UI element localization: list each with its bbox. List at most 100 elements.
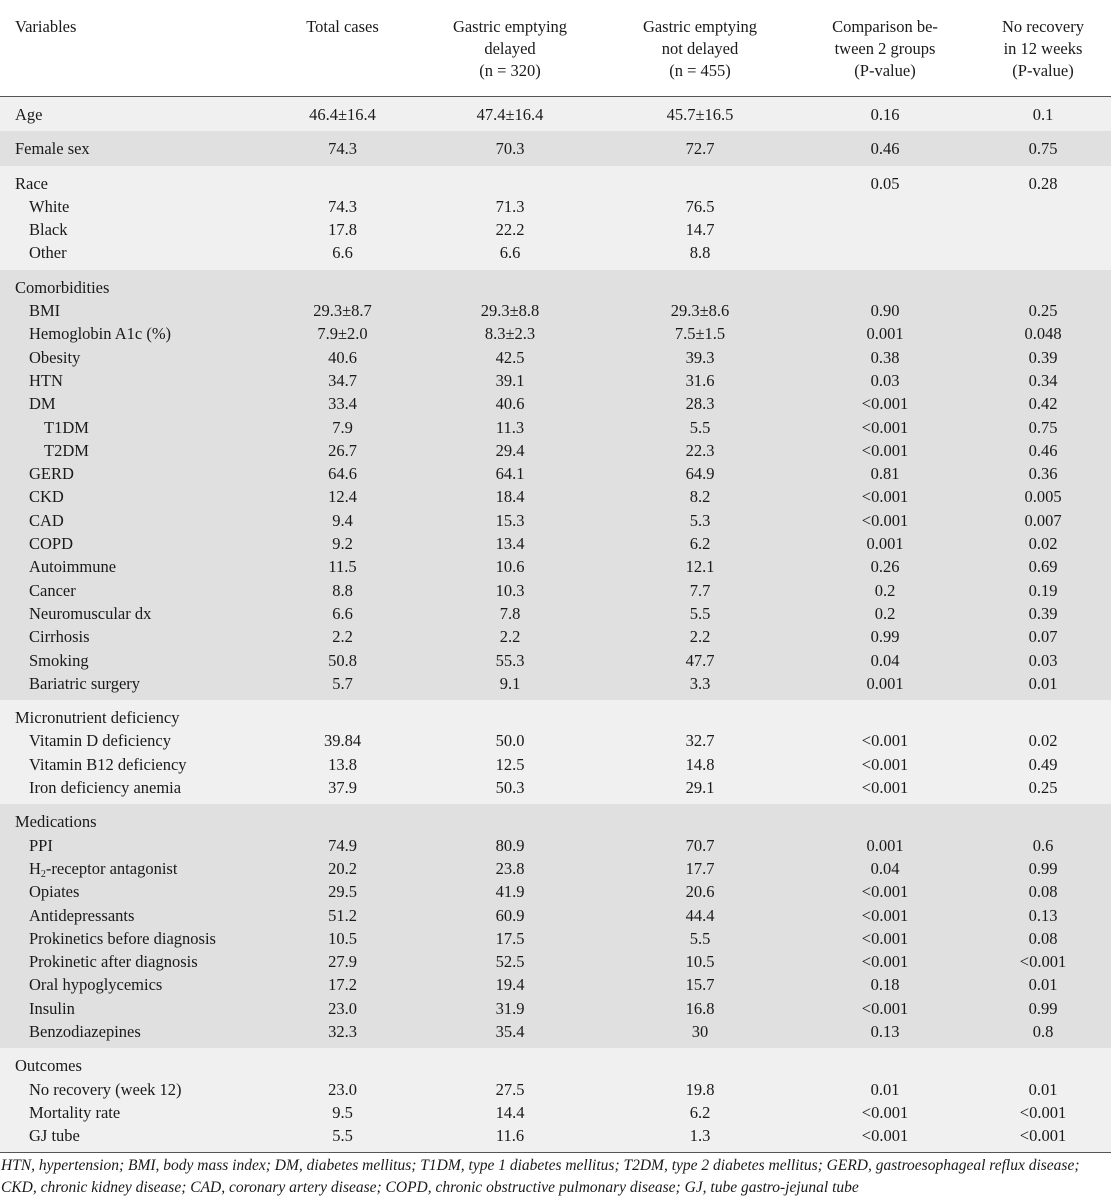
table-cell: 7.7 [689,580,711,600]
table-cell: 41.9 [495,882,525,902]
table-cell: <0.001 [861,731,909,751]
table-cell: 0.75 [1028,139,1058,159]
row-label: Outcomes [15,1056,82,1076]
table-cell: 22.3 [685,440,715,460]
table-row: Smoking 50.8 55.3 47.7 0.04 0.03 [0,649,1111,672]
row-label: Benzodiazepines [29,1021,141,1041]
table-row: Autoimmune 11.5 10.6 12.1 0.26 0.69 [0,555,1111,578]
table-cell: 18.4 [495,487,525,507]
column-header-line: Variables [15,17,77,36]
table-cell: 0.04 [870,650,900,670]
row-label: Insulin [29,998,75,1018]
table-cell [975,706,1111,729]
table-cell: 0.8 [1032,1021,1054,1041]
table-cell: 50.0 [495,731,525,751]
column-header-line: (P-value) [854,61,916,80]
table-footnote: HTN, hypertension; BMI, body mass index;… [0,1152,1111,1199]
table-cell: 0.001 [866,324,904,344]
column-header: Total cases [270,16,415,96]
table-cell: 76.5 [685,196,715,216]
row-label: GJ tube [29,1126,80,1146]
table-cell: 0.69 [1028,557,1058,577]
table-cell [415,1054,605,1077]
table-cell: 17.8 [328,220,357,240]
table-row: T2DM 26.7 29.4 22.3 <0.001 0.46 [0,439,1111,462]
table-cell: 29.3±8.7 [313,301,372,321]
table-row: HTN 34.7 39.1 31.6 0.03 0.34 [0,369,1111,392]
table-cell [415,706,605,729]
table-cell: 0.39 [1028,603,1058,623]
row-label: Black [29,220,68,240]
table-row: Iron deficiency anemia 37.9 50.3 29.1 <0.001… [0,776,1111,799]
table-cell: 0.07 [1028,627,1058,647]
table-row: Insulin 23.0 31.9 16.8 <0.001 0.99 [0,997,1111,1020]
table-cell: 13.8 [328,754,357,774]
row-label: Antidepressants [29,905,135,925]
column-header: No recovery in 12 weeks (P-value) [975,16,1111,96]
table-cell: 0.02 [1028,731,1058,751]
table-cell: 70.7 [685,835,715,855]
table-cell: 0.99 [870,627,900,647]
table-cell: 10.5 [685,952,715,972]
table-cell: 22.2 [495,220,525,240]
table-cell: 40.6 [328,347,357,367]
table-cell: 5.5 [332,1126,353,1146]
table-cell: 0.04 [870,858,900,878]
column-header: Gastric emptying not delayed (n = 455) [605,16,795,96]
row-group: Female sex 74.3 70.3 72.7 0.46 0.75 [0,131,1111,166]
table-section-row: Medications [0,810,1111,833]
table-cell: 0.13 [1028,905,1058,925]
table-cell: 26.7 [328,440,357,460]
table-cell: 0.03 [1028,650,1058,670]
table-cell: 0.007 [1024,510,1062,530]
table-cell: 74.3 [328,196,357,216]
table-cell [270,810,415,833]
table-row: CAD 9.4 15.3 5.3 <0.001 0.007 [0,509,1111,532]
table-cell: 0.05 [870,173,900,193]
table-cell: 27.9 [328,952,357,972]
table-cell: 0.46 [1028,440,1058,460]
row-label: Race [15,173,48,193]
table-cell: 27.5 [495,1079,525,1099]
column-header-line: not delayed [661,39,739,58]
table-cell [795,241,975,264]
table-cell: 72.7 [685,139,715,159]
table-cell: <0.001 [1019,1102,1067,1122]
row-label: Medications [15,812,97,832]
table-cell: 0.90 [870,301,900,321]
table-row: Neuromuscular dx 6.6 7.8 5.5 0.2 0.39 [0,602,1111,625]
row-label: No recovery (week 12) [29,1079,182,1099]
table-cell: 9.1 [499,673,521,693]
row-label: H2-receptor antagonist [0,857,270,880]
table-cell: 0.01 [1028,1079,1058,1099]
table-row: Cancer 8.8 10.3 7.7 0.2 0.19 [0,579,1111,602]
table-cell: 39.3 [685,347,715,367]
row-label-text: H [29,858,41,878]
table-cell: 44.4 [685,905,715,925]
table-cell: 6.6 [332,603,353,623]
row-label: Prokinetic after diagnosis [29,952,198,972]
row-label: Oral hypoglycemics [29,975,163,995]
table-cell: 0.08 [1028,928,1058,948]
table-cell: 14.4 [495,1102,525,1122]
table-cell: 50.8 [328,650,357,670]
table-cell: 2.2 [689,627,711,647]
table-cell: <0.001 [1019,952,1067,972]
row-label: Female sex [15,139,90,159]
row-label: T2DM [44,440,89,460]
table-cell: 64.9 [685,464,715,484]
table-cell: 40.6 [495,394,525,414]
table-cell: 10.3 [495,580,525,600]
table-cell: 0.02 [1028,534,1058,554]
table-row: Other 6.6 6.6 8.8 [0,241,1111,264]
table-cell: <0.001 [861,487,909,507]
row-label: PPI [29,835,53,855]
table-cell: <0.001 [861,1126,909,1146]
table-cell: 33.4 [328,394,357,414]
column-header-line: delayed [484,39,536,58]
table-cell: 0.005 [1024,487,1062,507]
table-cell: 19.8 [685,1079,715,1099]
table-section-row: Outcomes [0,1054,1111,1077]
table-cell: 74.3 [328,139,357,159]
table-row: Mortality rate 9.5 14.4 6.2 <0.001 <0.001 [0,1101,1111,1124]
